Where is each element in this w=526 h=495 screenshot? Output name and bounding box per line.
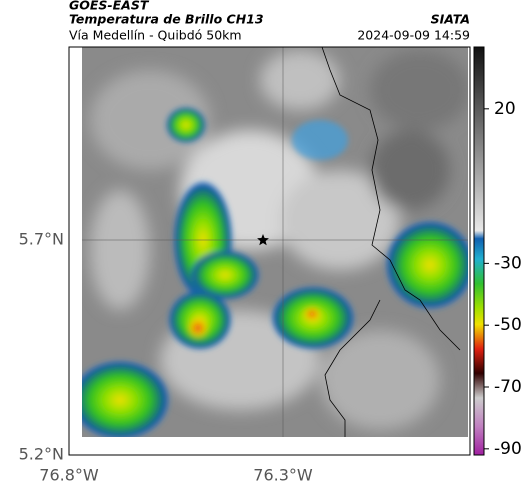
location: Vía Medellín - Quibdó 50km — [69, 28, 242, 43]
source: GOES-EAST — [69, 0, 150, 13]
location-star — [257, 234, 269, 246]
colorbar — [473, 46, 485, 456]
colorbar-tick-label: -90 — [494, 439, 522, 459]
colorbar-tick-label: -70 — [494, 377, 522, 397]
lon-label: 76.8°W — [39, 466, 99, 485]
satellite-image — [82, 47, 468, 437]
map-frame — [68, 46, 471, 456]
colorbar-tick-label: -30 — [494, 253, 522, 273]
lon-label: 76.3°W — [253, 466, 313, 485]
lat-label: 5.7°N — [19, 230, 64, 249]
title: Temperatura de Brillo CH13 — [69, 12, 264, 27]
datetime: 2024-09-09 14:59 — [357, 28, 470, 43]
agency: SIATA — [431, 12, 470, 27]
colorbar-tick-label: -50 — [494, 315, 522, 335]
lat-label: 5.2°N — [19, 445, 64, 464]
colorbar-tick-label: 20 — [494, 99, 516, 119]
